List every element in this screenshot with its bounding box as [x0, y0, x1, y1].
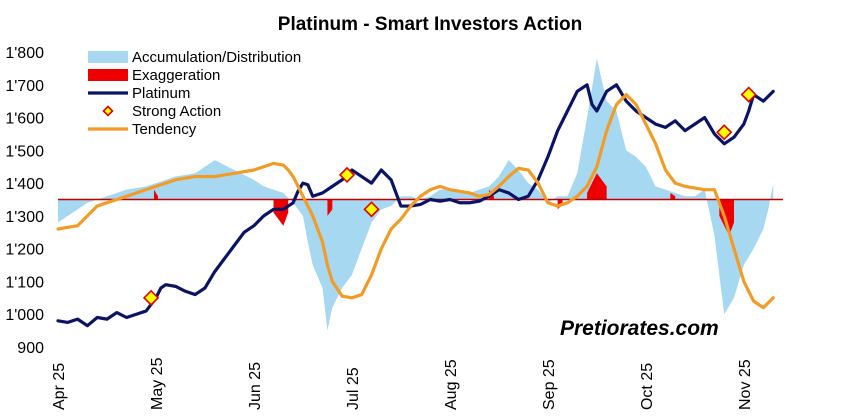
- y-tick-label-1300: 1'300: [5, 209, 44, 226]
- strong-action-markers: [142, 86, 757, 306]
- legend-swatch-accumulation-distribution: [88, 51, 128, 63]
- exaggeration-segment-7: [670, 192, 676, 200]
- legend-label-strong-action: Strong Action: [132, 103, 221, 120]
- legend-label-exaggeration: Exaggeration: [132, 67, 220, 84]
- x-tick-label-nov-25: Nov 25: [737, 359, 754, 410]
- y-tick-label-1100: 1'100: [5, 274, 44, 291]
- x-tick-label-jul-25: Jul 25: [345, 367, 362, 410]
- x-axis-ticks: Apr 25 May 25 Jun 25 Jul 25 Aug 25 Sep 25 Oct …: [51, 357, 754, 410]
- y-tick-label-1400: 1'400: [5, 176, 44, 193]
- series-tendency-line: [56, 93, 775, 310]
- strong-action-marker-2: [338, 166, 356, 184]
- y-tick-label-900: 900: [17, 340, 44, 357]
- legend-swatch-exaggeration: [88, 69, 128, 81]
- exaggeration-segment-3: [327, 199, 333, 216]
- y-tick-label-1000: 1'000: [5, 307, 44, 324]
- strong-action-marker-1: [142, 289, 160, 306]
- legend-label-tendency: Tendency: [132, 121, 197, 138]
- strong-action-marker-3: [363, 201, 380, 218]
- legend-swatch-strong-action: [102, 105, 114, 117]
- series-accumulation-distribution: [58, 58, 774, 331]
- y-tick-label-1800: 1'800: [5, 45, 44, 62]
- exaggeration-segment-2: [273, 199, 289, 226]
- strong-action-marker-4: [716, 124, 733, 141]
- exaggeration-segment-6: [587, 173, 607, 200]
- watermark: Pretiorates.com: [560, 317, 719, 340]
- y-tick-label-1500: 1'500: [5, 143, 44, 160]
- x-tick-label-oct-25: Oct 25: [639, 363, 656, 410]
- chart-title: Platinum - Smart Investors Action: [278, 14, 582, 35]
- x-tick-label-may-25: May 25: [149, 357, 166, 410]
- y-tick-label-1700: 1'700: [5, 78, 44, 95]
- exaggeration-segment-1: [154, 189, 158, 200]
- x-tick-label-apr-25: Apr 25: [51, 363, 68, 410]
- x-tick-label-aug-25: Aug 25: [443, 359, 460, 410]
- series-lines-layer: [56, 83, 775, 328]
- accumulation-area-layer: [58, 58, 774, 331]
- x-tick-label-jun-25: Jun 25: [247, 362, 264, 410]
- strong-action-marker-5: [740, 86, 757, 103]
- legend-label-accumulation-distribution: Accumulation/Distribution: [132, 49, 301, 66]
- y-tick-label-1600: 1'600: [5, 111, 44, 128]
- legend: Accumulation/DistributionExaggerationPla…: [88, 49, 301, 138]
- y-tick-label-1200: 1'200: [5, 242, 44, 259]
- x-tick-label-sep-25: Sep 25: [541, 359, 558, 410]
- y-axis-ticks: 900 1'000 1'100 1'200 1'300 1'400 1'500 1'600 1'…: [5, 45, 44, 357]
- legend-label-platinum: Platinum: [132, 85, 190, 102]
